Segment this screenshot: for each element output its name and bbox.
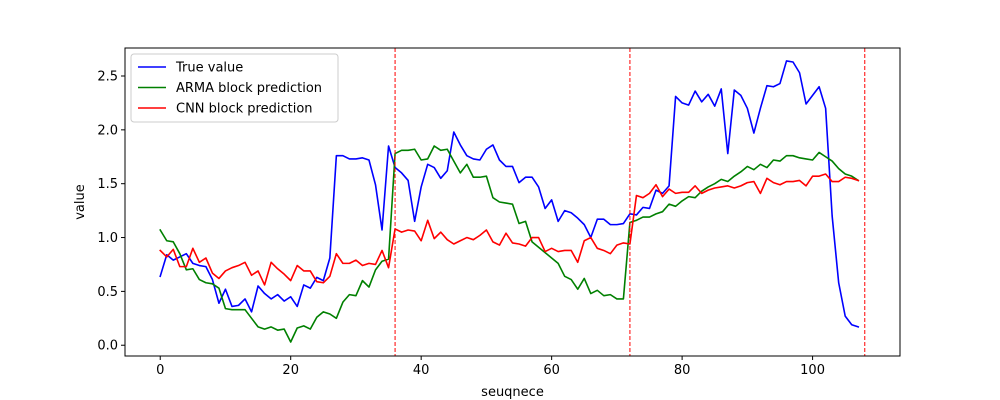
legend-label: CNN block prediction bbox=[176, 102, 313, 117]
x-tick-label: 60 bbox=[543, 363, 560, 378]
legend: True value ARMA block prediction CNN block… bbox=[130, 53, 339, 123]
legend-label: ARMA block prediction bbox=[176, 81, 322, 96]
series-line-2 bbox=[159, 145, 860, 343]
y-tick-label: 0.0 bbox=[97, 339, 118, 354]
legend-box bbox=[130, 53, 339, 123]
y-tick-label: 1.5 bbox=[97, 177, 118, 192]
series-line-1 bbox=[159, 60, 860, 328]
x-axis: 0 20 40 60 80 100 bbox=[156, 356, 825, 378]
x-axis-label: seuqnece bbox=[481, 385, 544, 400]
y-tick-label: 2.0 bbox=[97, 123, 118, 138]
axes-frame bbox=[124, 47, 901, 357]
y-tick-label: 0.5 bbox=[97, 285, 118, 300]
legend-label: True value bbox=[175, 61, 243, 76]
x-tick-label: 100 bbox=[800, 363, 825, 378]
y-tick-label: 1.0 bbox=[97, 231, 118, 246]
y-tick-label: 2.5 bbox=[97, 70, 118, 85]
vline-layer bbox=[394, 48, 866, 356]
x-tick-label: 80 bbox=[674, 363, 691, 378]
x-tick-label: 0 bbox=[156, 363, 164, 378]
series-line-3 bbox=[159, 173, 860, 286]
y-axis: 0.0 0.5 1.0 1.5 2.0 2.5 bbox=[97, 70, 125, 354]
series-layer bbox=[159, 60, 860, 343]
x-tick-label: 20 bbox=[282, 363, 299, 378]
y-axis-label: value bbox=[73, 184, 88, 220]
x-tick-label: 40 bbox=[413, 363, 430, 378]
